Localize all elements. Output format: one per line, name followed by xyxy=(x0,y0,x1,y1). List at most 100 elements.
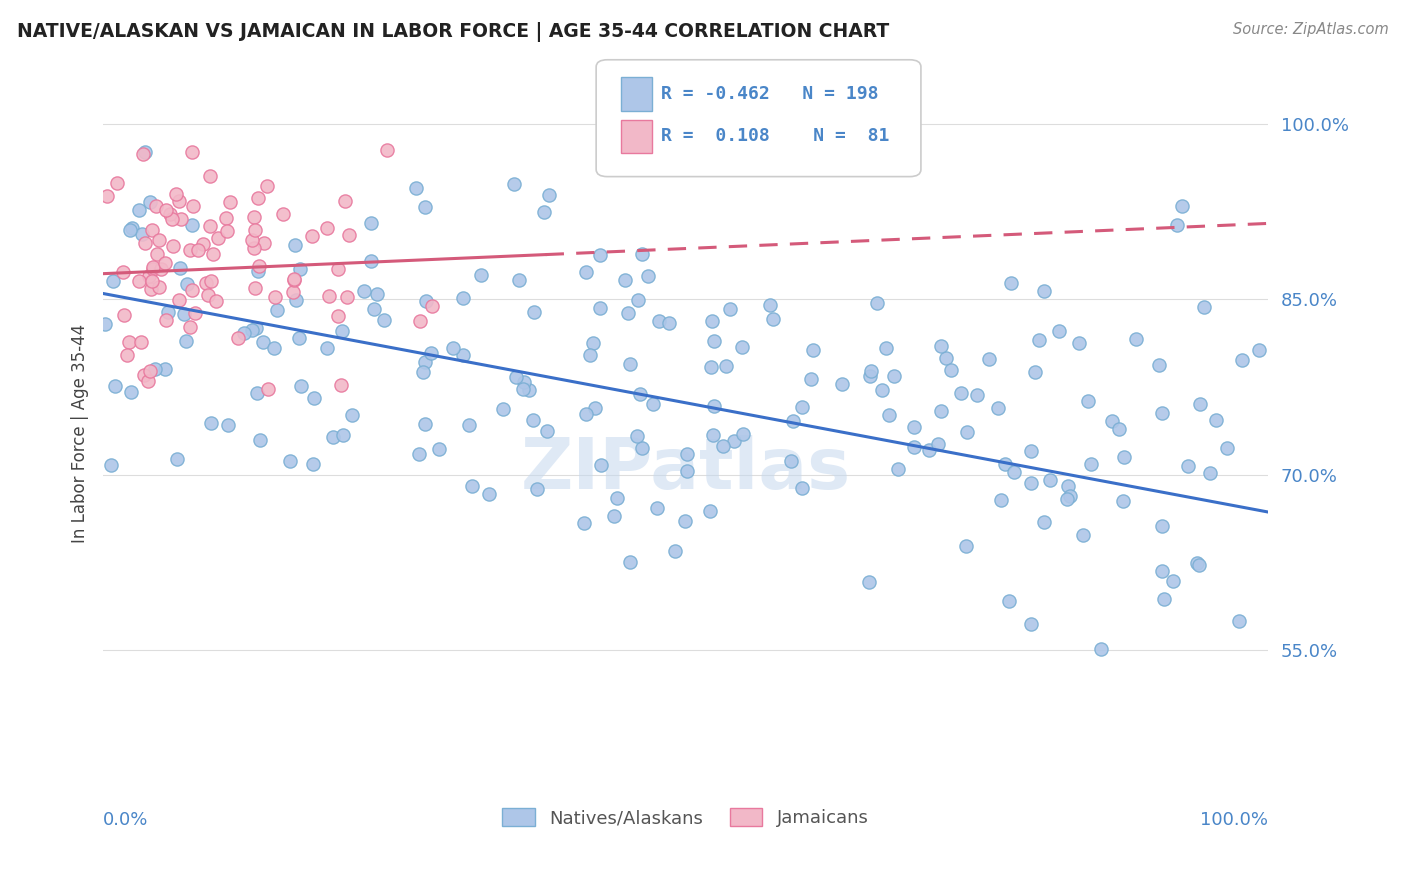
Point xyxy=(132,147,155,161)
Point xyxy=(263,342,285,356)
Point xyxy=(411,365,433,379)
Point xyxy=(673,514,696,528)
Point xyxy=(619,555,641,569)
Point xyxy=(718,301,741,316)
Point xyxy=(1076,394,1098,409)
Point xyxy=(200,169,222,184)
Point xyxy=(613,273,636,287)
Point xyxy=(441,341,464,355)
Point xyxy=(1147,358,1170,372)
Point xyxy=(100,458,122,472)
Point xyxy=(330,378,353,392)
Point xyxy=(517,383,540,397)
Point xyxy=(337,228,360,243)
Point xyxy=(994,457,1017,471)
Point xyxy=(713,439,735,453)
Point xyxy=(1090,642,1112,657)
Point xyxy=(253,235,276,250)
Point xyxy=(335,194,357,209)
Point xyxy=(700,360,723,375)
Point xyxy=(169,260,191,275)
Point xyxy=(522,413,544,427)
Point xyxy=(153,362,176,376)
Point xyxy=(664,543,686,558)
Point xyxy=(207,231,229,245)
Point xyxy=(257,382,280,396)
Point xyxy=(247,264,270,278)
Point xyxy=(935,351,957,365)
Text: Source: ZipAtlas.com: Source: ZipAtlas.com xyxy=(1233,22,1389,37)
Point xyxy=(318,288,340,302)
Point xyxy=(104,379,127,393)
Point xyxy=(631,441,654,455)
Text: ZIPatlas: ZIPatlas xyxy=(520,434,851,504)
Point xyxy=(572,516,595,530)
Point xyxy=(1071,528,1094,542)
Point xyxy=(141,282,163,296)
Point xyxy=(987,401,1010,415)
Point xyxy=(1002,465,1025,479)
Point xyxy=(240,233,263,247)
Point xyxy=(591,458,613,472)
Point xyxy=(121,221,143,235)
Point xyxy=(316,341,339,355)
Point xyxy=(243,211,266,225)
Point xyxy=(247,191,270,205)
Point xyxy=(858,575,880,590)
Point xyxy=(513,375,536,389)
Point xyxy=(288,331,311,345)
Point xyxy=(184,305,207,319)
Point xyxy=(360,253,382,268)
Point xyxy=(512,383,534,397)
Point xyxy=(155,312,177,326)
Point xyxy=(160,211,183,226)
Point xyxy=(194,277,217,291)
Point xyxy=(1019,475,1042,490)
Point xyxy=(266,302,288,317)
Point xyxy=(420,299,443,313)
Point xyxy=(675,464,697,478)
Point xyxy=(955,539,977,553)
Point xyxy=(1112,450,1135,465)
Point xyxy=(831,377,853,392)
Point xyxy=(1067,336,1090,351)
Point xyxy=(304,391,326,405)
Point xyxy=(263,290,285,304)
Point xyxy=(148,233,170,247)
Point xyxy=(1112,494,1135,508)
Point xyxy=(94,317,117,331)
Point xyxy=(617,306,640,320)
Point xyxy=(316,221,339,235)
Point xyxy=(167,293,190,308)
Point xyxy=(181,145,204,159)
Point xyxy=(197,287,219,301)
Point xyxy=(243,281,266,295)
Point xyxy=(536,424,558,438)
Point xyxy=(340,408,363,422)
Point xyxy=(929,404,952,418)
Point xyxy=(96,188,118,202)
Point xyxy=(533,205,555,219)
Point xyxy=(408,447,430,461)
Point xyxy=(626,429,648,443)
Point xyxy=(162,238,184,252)
Point xyxy=(281,285,304,299)
Point xyxy=(883,368,905,383)
Point xyxy=(243,223,266,237)
Point xyxy=(243,241,266,255)
Point xyxy=(648,314,671,328)
Point xyxy=(478,486,501,500)
Point xyxy=(723,434,745,448)
Point xyxy=(301,229,323,244)
Point xyxy=(155,256,177,270)
Point xyxy=(579,348,602,362)
Point xyxy=(1032,515,1054,529)
Point xyxy=(290,378,312,392)
Point xyxy=(1108,422,1130,436)
Point xyxy=(217,224,239,238)
Point xyxy=(159,206,181,220)
Point xyxy=(142,260,165,274)
Point xyxy=(1230,352,1253,367)
Point xyxy=(240,323,263,337)
Point xyxy=(166,451,188,466)
